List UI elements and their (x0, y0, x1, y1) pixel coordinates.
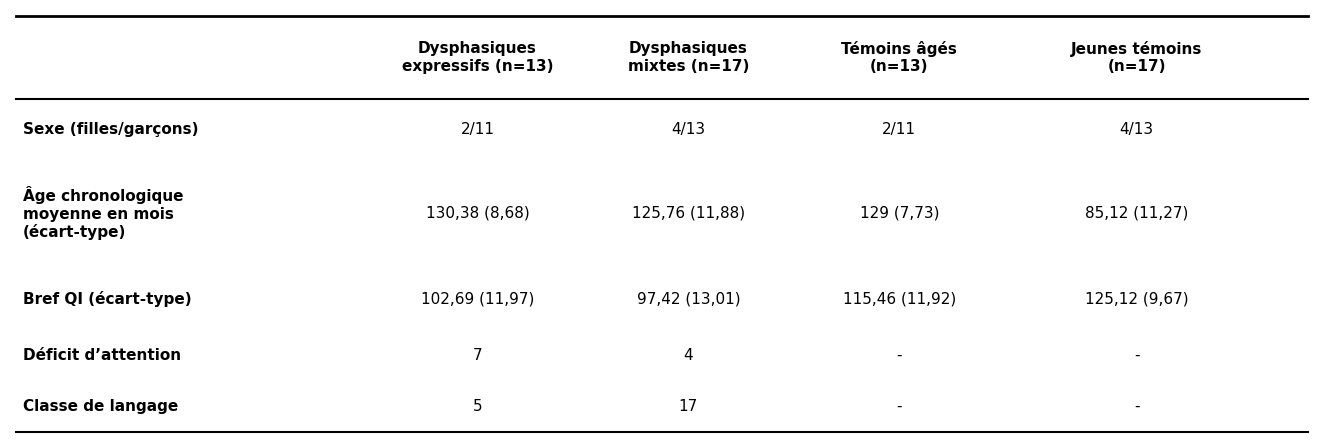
Text: Sexe (filles/garçons): Sexe (filles/garçons) (23, 123, 199, 138)
Text: 4/13: 4/13 (1120, 123, 1153, 138)
Text: Jeunes témoins
(n=17): Jeunes témoins (n=17) (1071, 41, 1202, 74)
Text: Bref QI (écart-type): Bref QI (écart-type) (23, 291, 191, 307)
Text: 125,12 (9,67): 125,12 (9,67) (1084, 291, 1189, 306)
Text: 17: 17 (679, 399, 698, 414)
Text: 85,12 (11,27): 85,12 (11,27) (1084, 206, 1189, 221)
Text: 2/11: 2/11 (461, 123, 494, 138)
Text: 5: 5 (473, 399, 482, 414)
Text: 97,42 (13,01): 97,42 (13,01) (637, 291, 740, 306)
Text: -: - (896, 348, 902, 363)
Text: 7: 7 (473, 348, 482, 363)
Text: 130,38 (8,68): 130,38 (8,68) (425, 206, 530, 221)
Text: 4/13: 4/13 (671, 123, 706, 138)
Text: -: - (1133, 348, 1140, 363)
Text: 129 (7,73): 129 (7,73) (859, 206, 939, 221)
Text: 4: 4 (683, 348, 694, 363)
Text: Classe de langage: Classe de langage (23, 399, 177, 414)
Text: Dysphasiques
expressifs (n=13): Dysphasiques expressifs (n=13) (401, 41, 553, 74)
Text: -: - (896, 399, 902, 414)
Text: Dysphasiques
mixtes (n=17): Dysphasiques mixtes (n=17) (628, 41, 749, 74)
Text: Témoins âgés
(n=13): Témoins âgés (n=13) (841, 41, 957, 74)
Text: 115,46 (11,92): 115,46 (11,92) (842, 291, 956, 306)
Text: Âge chronologique
moyenne en mois
(écart-type): Âge chronologique moyenne en mois (écart… (23, 186, 183, 240)
Text: Déficit d’attention: Déficit d’attention (23, 348, 180, 363)
Text: 102,69 (11,97): 102,69 (11,97) (421, 291, 534, 306)
Text: -: - (1133, 399, 1140, 414)
Text: 125,76 (11,88): 125,76 (11,88) (632, 206, 745, 221)
Text: 2/11: 2/11 (882, 123, 916, 138)
